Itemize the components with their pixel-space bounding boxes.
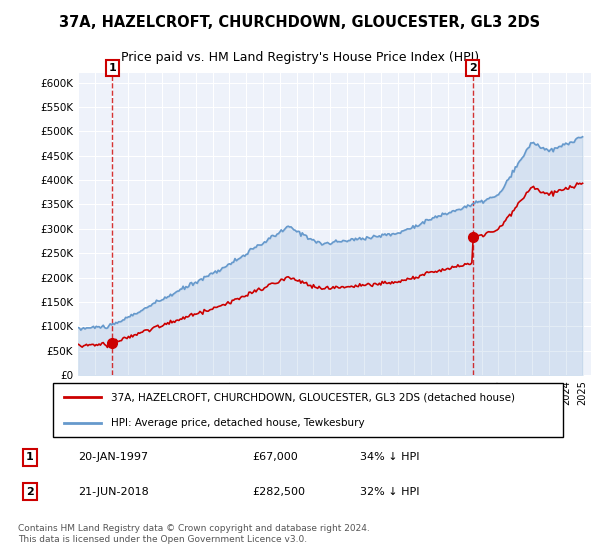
Text: 34% ↓ HPI: 34% ↓ HPI [360,452,419,463]
Text: 1: 1 [26,452,34,463]
Text: 2: 2 [26,487,34,497]
Text: 21-JUN-2018: 21-JUN-2018 [78,487,149,497]
Text: 20-JAN-1997: 20-JAN-1997 [78,452,148,463]
Text: 2: 2 [469,63,476,73]
Text: £67,000: £67,000 [252,452,298,463]
Text: HPI: Average price, detached house, Tewkesbury: HPI: Average price, detached house, Tewk… [111,418,365,428]
Text: 32% ↓ HPI: 32% ↓ HPI [360,487,419,497]
Text: 37A, HAZELCROFT, CHURCHDOWN, GLOUCESTER, GL3 2DS: 37A, HAZELCROFT, CHURCHDOWN, GLOUCESTER,… [59,15,541,30]
Text: Contains HM Land Registry data © Crown copyright and database right 2024.
This d: Contains HM Land Registry data © Crown c… [18,524,370,544]
Text: 37A, HAZELCROFT, CHURCHDOWN, GLOUCESTER, GL3 2DS (detached house): 37A, HAZELCROFT, CHURCHDOWN, GLOUCESTER,… [111,392,515,402]
FancyBboxPatch shape [53,383,563,437]
Text: Price paid vs. HM Land Registry's House Price Index (HPI): Price paid vs. HM Land Registry's House … [121,51,479,64]
Text: 1: 1 [109,63,116,73]
Text: £282,500: £282,500 [252,487,305,497]
